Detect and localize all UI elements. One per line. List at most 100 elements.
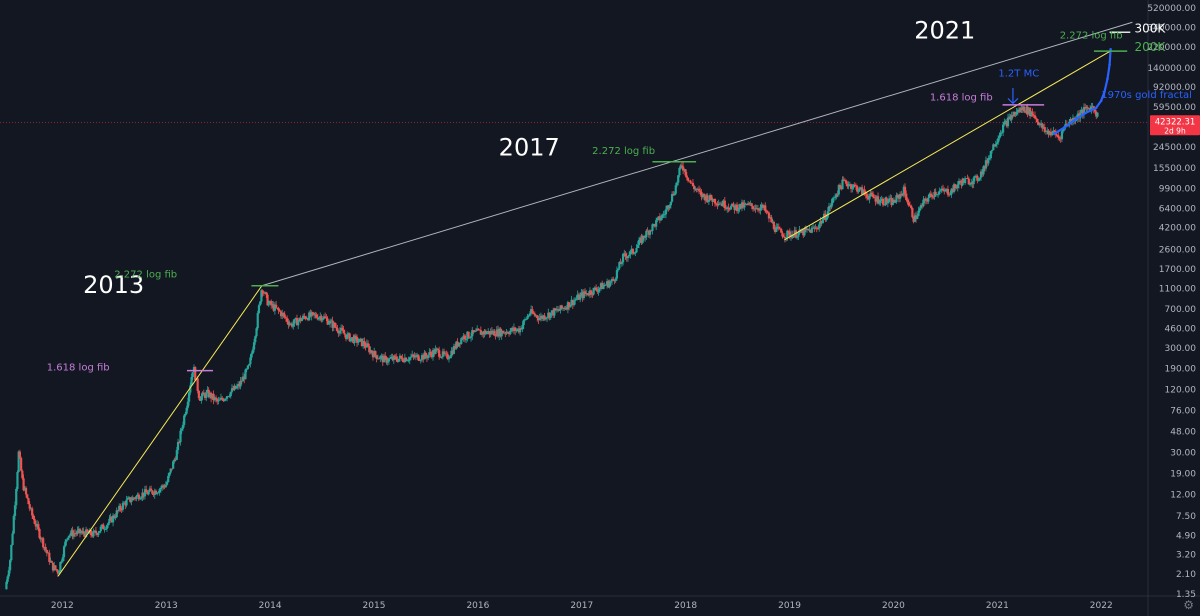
y-tick-label: 1.35 [1176,590,1196,600]
candle-body [233,385,236,391]
candle-body [377,358,381,360]
candle-body [699,190,702,192]
candle-body [487,331,490,333]
candle-body [456,341,459,347]
current-price-countdown: 2d 9h [1164,126,1186,135]
candle-body [314,314,317,316]
y-tick-label: 92000.00 [1153,83,1196,93]
candle-body [474,330,478,332]
candle-body [960,182,963,186]
candle-body [276,307,279,309]
candle-body [130,500,133,502]
candle-body [651,224,654,231]
candle-body [364,345,367,348]
candle-body [792,234,795,238]
annotation-note: 2.272 log fib [114,270,177,281]
candle-body [54,565,57,570]
candle-body [191,372,194,378]
candle-body [202,392,205,395]
candle-body [857,190,860,192]
candle-body [988,158,991,159]
candle-body [744,203,747,205]
candle-body [102,524,105,530]
candle-body [805,228,809,230]
candle-body [1037,122,1040,126]
candle-body [295,318,299,326]
candle-body [1052,130,1055,134]
candle-body [135,495,138,499]
candle-body [710,195,713,200]
candle-body [358,338,361,342]
candle-body [337,331,340,334]
candle-body [224,398,227,400]
candle-body [303,315,306,318]
candle-body [1033,115,1037,119]
candle-body [1060,131,1064,140]
candle-body [75,533,78,535]
candle-body [7,570,10,577]
candle-body [1021,106,1024,110]
candle-body [370,350,373,354]
candle-body [494,335,497,337]
candle-body [510,328,513,331]
candle-body [217,400,220,402]
candle-body [418,360,421,362]
candle-body [81,531,84,533]
candle-body [856,186,859,192]
candle-body [601,283,604,290]
candle-body [419,359,422,361]
candle-body [579,294,582,300]
candle-body [131,497,134,501]
current-price-label: 42322.31 [1155,117,1196,127]
candle-body [430,353,433,358]
candle-body [243,376,246,380]
candle-body [374,351,377,356]
candle-body [429,352,432,354]
candle-body [702,193,706,197]
candle-body [1095,111,1098,117]
candle-body [404,357,408,362]
candle-body [872,194,875,198]
x-tick-label: 2016 [466,601,489,611]
candle-body [751,206,755,210]
candle-body [537,318,540,321]
candle-body [818,224,821,229]
candle-body [608,282,611,288]
candle-body [261,290,264,293]
candle-body [646,230,649,232]
candle-body [520,328,523,330]
candle-body [22,478,25,491]
candle-body [815,227,818,229]
candle-body [373,351,376,358]
candle-body [830,203,833,208]
y-tick-label: 6400.00 [1159,204,1196,214]
candle-body [929,193,932,195]
candle-body [368,346,371,353]
candle-body [870,192,874,195]
candle-body [516,328,519,330]
candle-body [407,360,410,362]
candle-body [60,561,63,563]
candle-body [488,331,491,335]
candle-body [168,472,171,476]
candle-body [563,307,566,309]
settings-gear-icon[interactable]: ⚙ [1183,598,1194,612]
candle-body [184,413,187,416]
candle-body [949,194,952,196]
candle-body [694,188,697,190]
candle-body [409,356,413,358]
candle-body [862,189,865,195]
candle-body [396,359,399,362]
y-tick-label: 300.00 [1165,344,1197,354]
candle-body [116,510,120,512]
candle-body [483,330,486,335]
candle-body [560,305,563,309]
candle-body [609,281,612,283]
candle-body [821,219,824,224]
candle-body [392,355,395,361]
candle-body [1016,109,1019,113]
candle-body [797,232,800,237]
candle-body [397,358,400,362]
candle-body [583,291,587,294]
